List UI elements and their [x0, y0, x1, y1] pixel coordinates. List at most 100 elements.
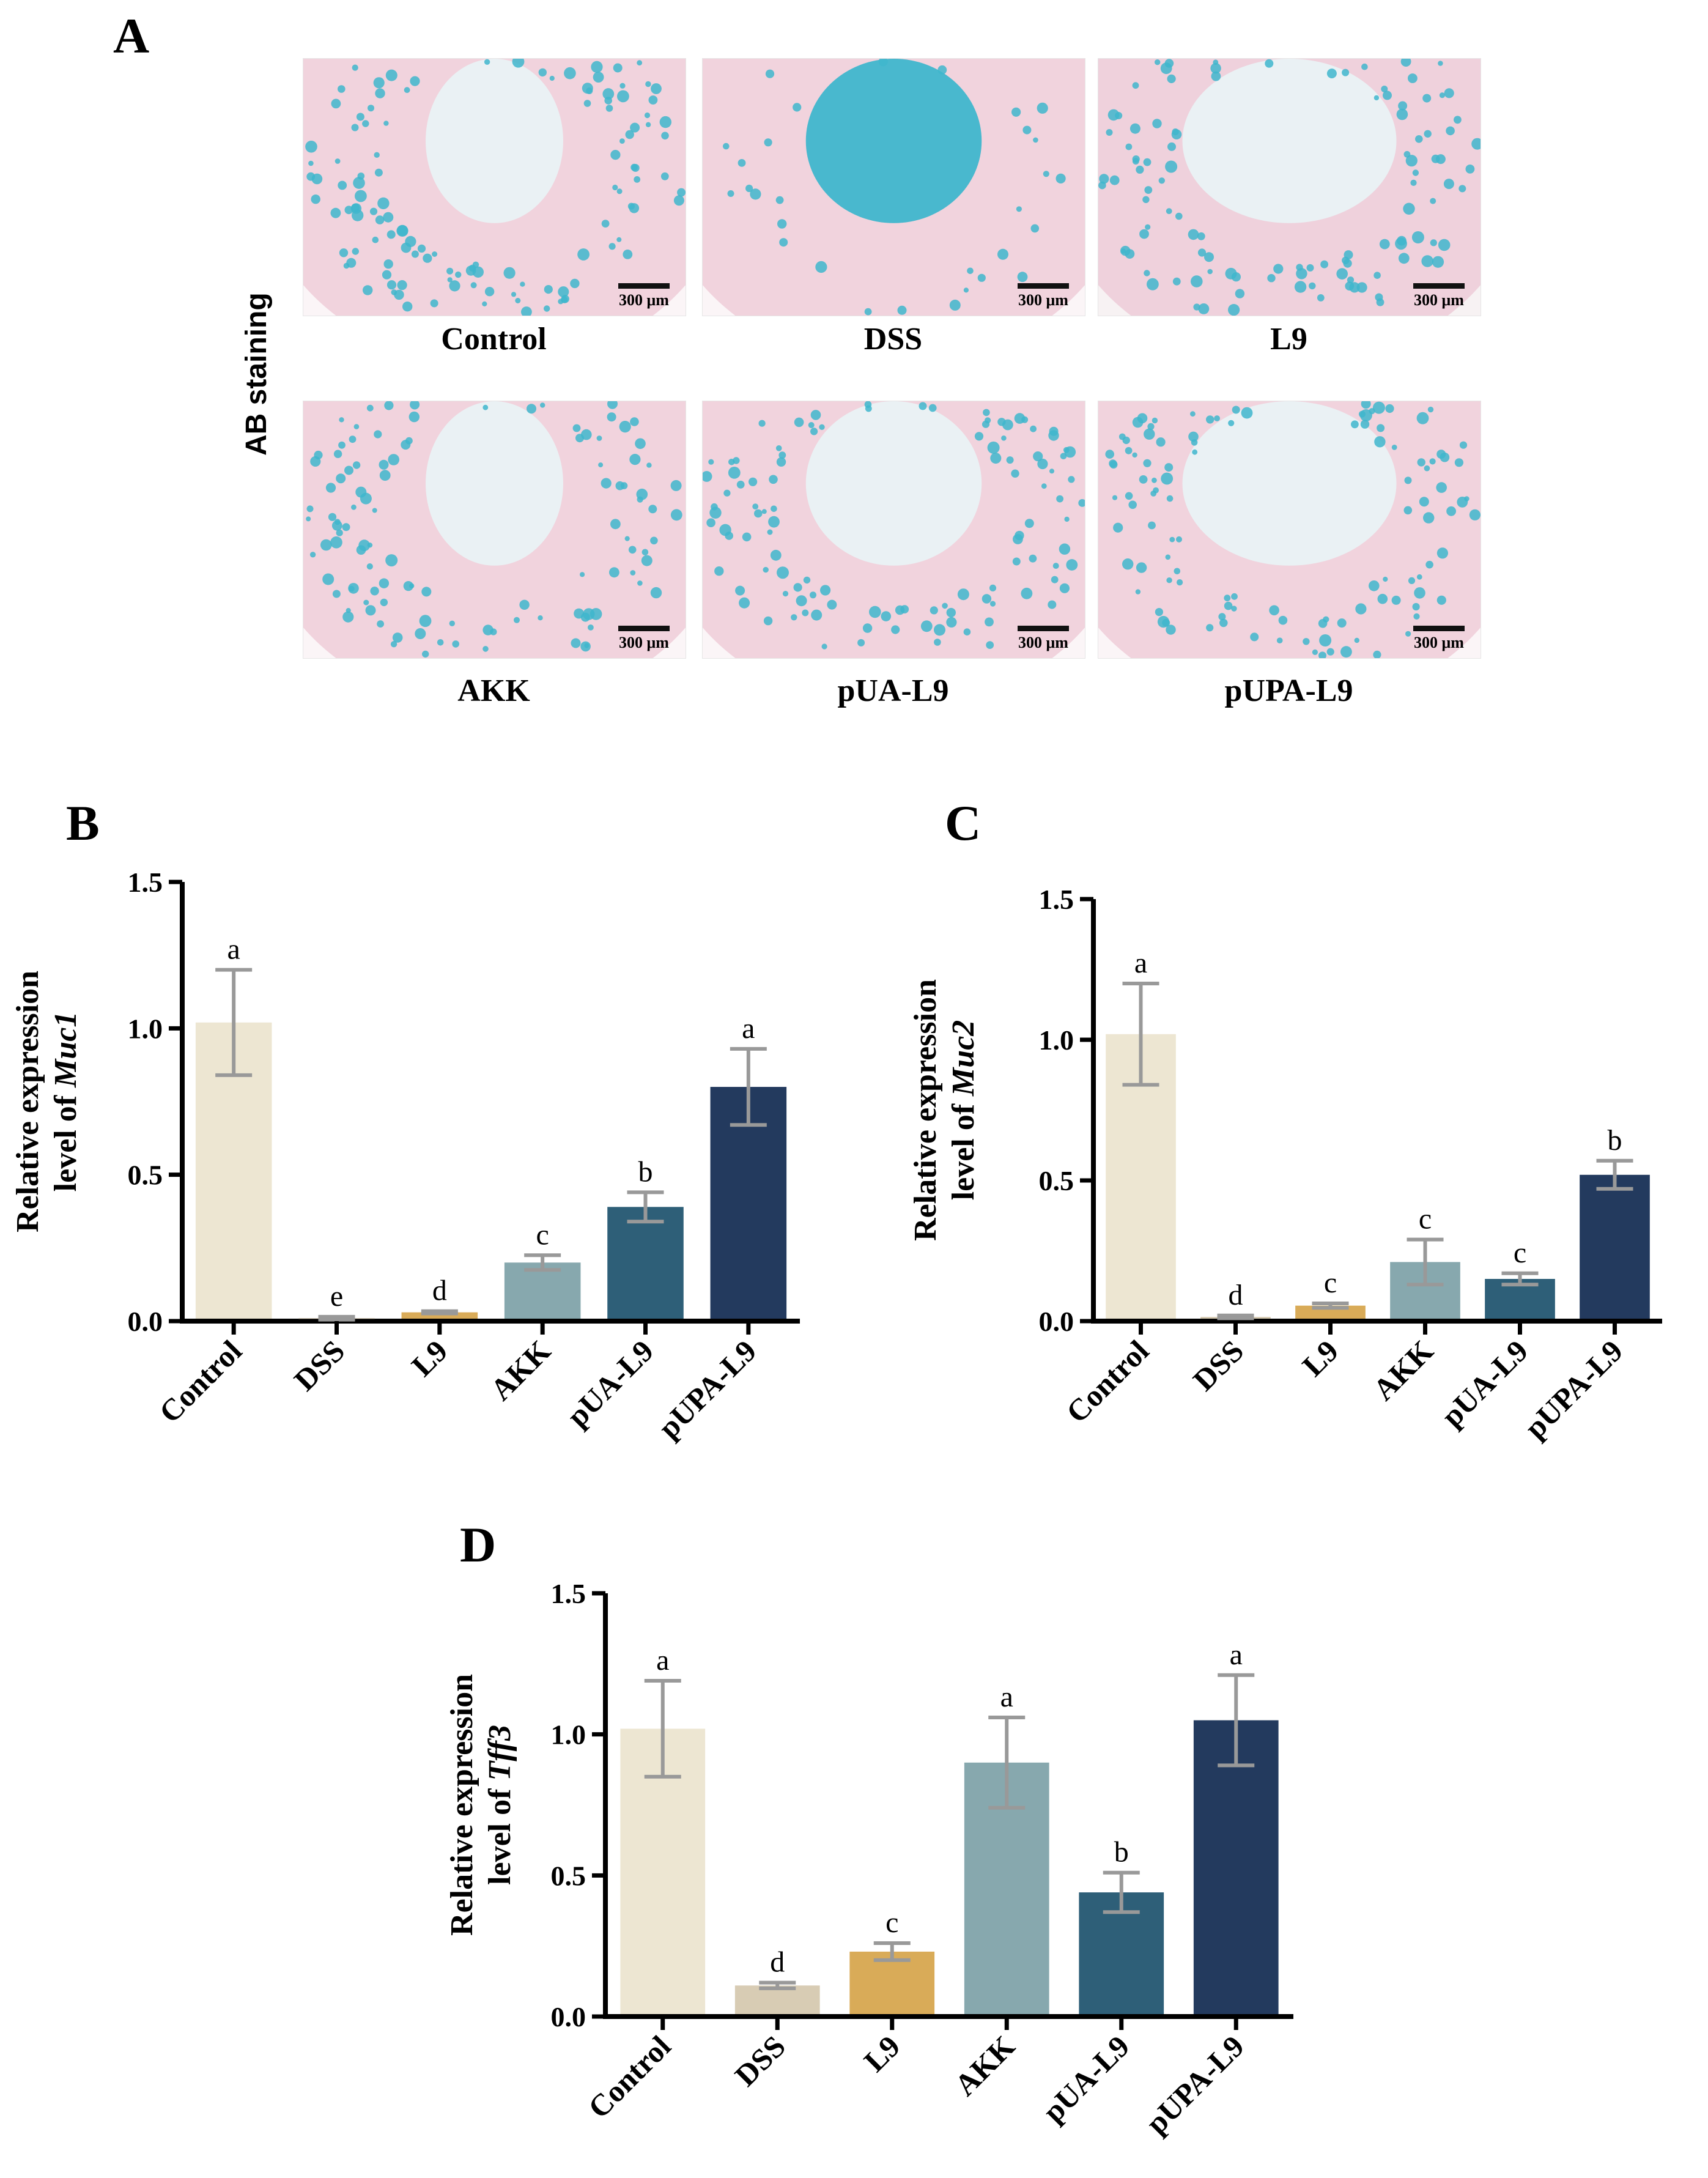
- panel-letter-b: B: [66, 795, 100, 851]
- bar-l9: [849, 1951, 935, 2014]
- tissue-drawing: [303, 401, 686, 658]
- significance-letter: a: [1000, 1681, 1013, 1713]
- x-tick-label: DSS: [728, 2029, 792, 2092]
- x-tick-label: pUPA-L9: [651, 1333, 763, 1445]
- x-tick-label: Control: [1059, 1333, 1155, 1429]
- y-axis-label-line2: level of Tff3: [482, 1725, 517, 1885]
- scale-bar-line: [618, 626, 670, 631]
- x-tick-label: Control: [152, 1333, 248, 1429]
- scale-bar-text: 300 μm: [1414, 291, 1464, 309]
- significance-letter: c: [1419, 1203, 1432, 1235]
- histology-image-l9: 300 μm: [1098, 58, 1481, 316]
- significance-letter: a: [656, 1644, 669, 1676]
- bar-dss: [734, 1985, 820, 2014]
- ab-staining-label: AB staining: [240, 292, 273, 456]
- bar-l9: [401, 1312, 478, 1319]
- scale-bar-text: 300 μm: [619, 634, 669, 651]
- bar-pua-l9: [607, 1207, 684, 1319]
- x-tick-label: DSS: [1186, 1333, 1250, 1397]
- histology-label-control: Control: [441, 322, 547, 357]
- significance-letter: b: [638, 1155, 653, 1188]
- significance-letter: d: [1229, 1279, 1243, 1311]
- histology-image-akk: 300 μm: [303, 401, 686, 659]
- histology-image-pua-l9: 300 μm: [702, 401, 1085, 659]
- scale-bar-line: [1413, 626, 1465, 631]
- significance-letter: d: [770, 1946, 785, 1979]
- y-tick-label: 0.5: [128, 1160, 163, 1191]
- y-axis-label-gene: Muc2: [946, 1020, 981, 1097]
- scale-bar-line: [1413, 283, 1465, 289]
- x-tick-label: AKK: [484, 1333, 557, 1407]
- scale-bar: 300 μm: [618, 626, 670, 652]
- panel-letter-a: A: [113, 8, 150, 64]
- chart-muc2: 0.0 0.5 1.0 1.5 Relative expression level of …: [908, 884, 1662, 1445]
- histology-image-dss: 300 μm: [702, 58, 1085, 316]
- histology-label-akk: AKK: [457, 673, 530, 708]
- chart-muc1: 0.0 0.5 1.0 1.5 Relative expression level of …: [10, 867, 800, 1445]
- histology-label-l9: L9: [1270, 322, 1307, 357]
- tissue-drawing: [703, 401, 1085, 658]
- x-tick-label: Control: [582, 2029, 678, 2125]
- x-tick-label: pUPA-L9: [1139, 2029, 1251, 2140]
- scale-bar: 300 μm: [1413, 283, 1465, 309]
- significance-letter: e: [330, 1280, 343, 1313]
- histology-image-control: 300 μm: [303, 58, 686, 316]
- panel-letter-c: C: [945, 795, 982, 851]
- histology-image-pupa-l9: 300 μm: [1098, 401, 1481, 659]
- x-tick-label: pUA-L9: [1036, 2029, 1136, 2128]
- scale-bar: 300 μm: [1413, 626, 1465, 652]
- significance-letter: c: [1514, 1237, 1526, 1269]
- significance-letter: c: [536, 1218, 549, 1251]
- scale-bar-text: 300 μm: [1414, 634, 1464, 651]
- significance-letter: a: [227, 933, 240, 966]
- tissue-drawing: [303, 59, 686, 316]
- scale-bar: 300 μm: [1018, 626, 1069, 652]
- y-axis-label-line1: Relative expression: [445, 1674, 479, 1936]
- scale-bar-text: 300 μm: [1018, 291, 1068, 309]
- bar-pupa-l9: [1580, 1174, 1650, 1319]
- y-tick-label: 0.5: [1039, 1165, 1074, 1196]
- y-axis-label-prefix: level of: [48, 1087, 83, 1191]
- y-axis-label-gene: Tff3: [482, 1725, 517, 1780]
- scale-bar-line: [618, 283, 670, 289]
- significance-letter: d: [432, 1275, 447, 1307]
- significance-letter: a: [1134, 947, 1147, 979]
- x-tick-label: DSS: [287, 1333, 351, 1397]
- y-axis-label-line2: level of Muc2: [946, 1020, 981, 1201]
- x-tick-label: pUPA-L9: [1518, 1333, 1629, 1445]
- significance-letter: a: [1230, 1639, 1243, 1671]
- histology-label-pua-l9: pUA-L9: [837, 673, 949, 708]
- histology-label-dss: DSS: [863, 322, 923, 357]
- bar-pupa-l9: [1193, 1720, 1279, 2014]
- y-tick-label: 0.0: [551, 2001, 586, 2032]
- scale-bar-line: [1018, 626, 1069, 631]
- y-axis-label-line1: Relative expression: [10, 971, 45, 1232]
- x-tick-label: AKK: [1366, 1333, 1440, 1407]
- bar-akk: [504, 1262, 581, 1319]
- y-tick-label: 1.0: [1039, 1024, 1074, 1056]
- y-axis-label-line2: level of Muc1: [48, 1012, 83, 1192]
- y-tick-label: 0.0: [1039, 1306, 1074, 1337]
- tissue-drawing: [703, 59, 1085, 316]
- histology-label-pupa-l9: pUPA-L9: [1224, 673, 1353, 708]
- y-tick-label: 1.5: [1039, 884, 1074, 915]
- x-tick-label: L9: [857, 2029, 907, 2078]
- significance-letter: c: [1324, 1267, 1337, 1299]
- y-axis-label-prefix: level of: [946, 1096, 981, 1200]
- tissue-drawing: [1098, 59, 1481, 316]
- scale-bar-text: 300 μm: [1018, 634, 1068, 651]
- x-tick-label: L9: [1295, 1333, 1345, 1383]
- scale-bar: 300 μm: [1018, 283, 1069, 309]
- x-tick-label: AKK: [948, 2029, 1021, 2102]
- scale-bar: 300 μm: [618, 283, 670, 309]
- y-tick-label: 1.5: [551, 1578, 586, 1609]
- y-axis-label-prefix: level of: [482, 1781, 517, 1885]
- y-axis-label-line1: Relative expression: [908, 979, 943, 1241]
- significance-letter: b: [1114, 1836, 1129, 1869]
- y-tick-label: 1.0: [128, 1013, 163, 1044]
- significance-letter: b: [1608, 1124, 1622, 1157]
- scale-bar-line: [1018, 283, 1069, 289]
- tissue-drawing: [1098, 401, 1481, 658]
- significance-letter: c: [885, 1906, 898, 1939]
- chart-tff3: 0.0 0.5 1.0 1.5 Relative expression level of …: [445, 1578, 1293, 2141]
